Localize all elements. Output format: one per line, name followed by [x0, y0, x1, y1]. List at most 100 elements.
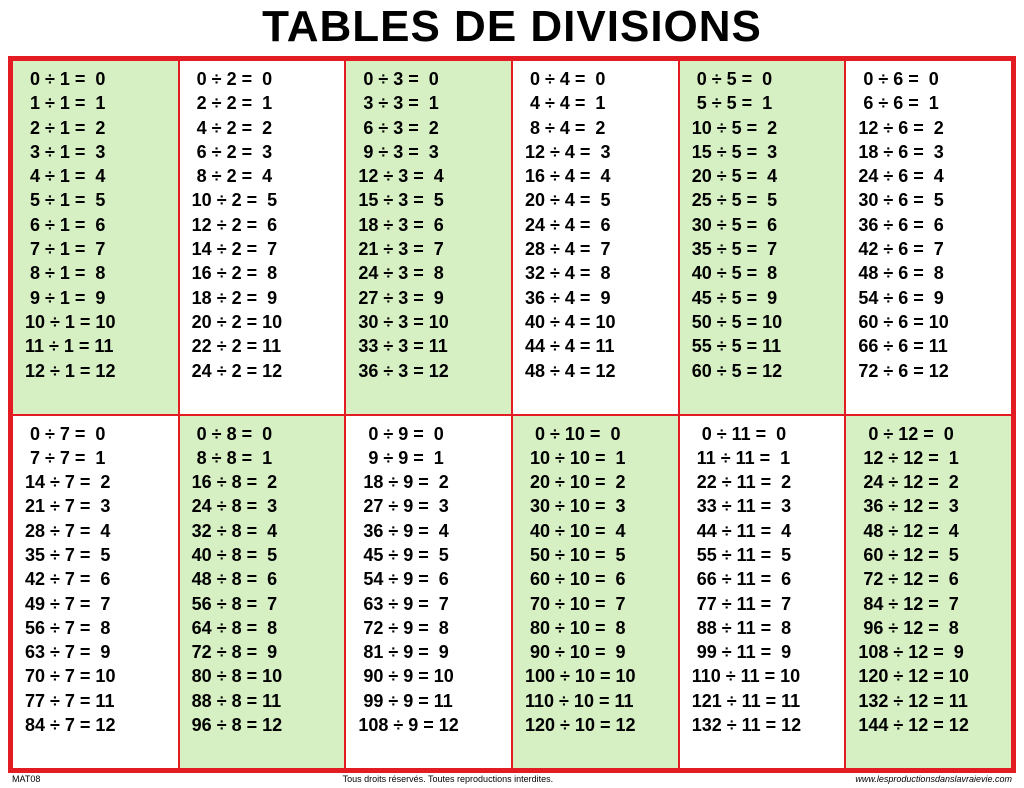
equation: 20 ÷ 4 = 5 — [517, 188, 674, 212]
equation: 10 ÷ 1 = 10 — [17, 310, 174, 334]
equation: 11 ÷ 1 = 11 — [17, 334, 174, 358]
equation: 132 ÷ 12 = 11 — [850, 689, 1007, 713]
equation: 33 ÷ 11 = 3 — [684, 494, 841, 518]
equation: 0 ÷ 11 = 0 — [684, 422, 841, 446]
equation: 0 ÷ 4 = 0 — [517, 67, 674, 91]
equation: 72 ÷ 8 = 9 — [184, 640, 341, 664]
equation: 24 ÷ 4 = 6 — [517, 213, 674, 237]
equation: 96 ÷ 12 = 8 — [850, 616, 1007, 640]
equation: 0 ÷ 1 = 0 — [17, 67, 174, 91]
equation: 2 ÷ 1 = 2 — [17, 116, 174, 140]
equation: 36 ÷ 12 = 3 — [850, 494, 1007, 518]
equation: 24 ÷ 8 = 3 — [184, 494, 341, 518]
equation: 84 ÷ 7 = 12 — [17, 713, 174, 737]
equation: 60 ÷ 6 = 10 — [850, 310, 1007, 334]
division-cell-1: 0 ÷ 1 = 0 1 ÷ 1 = 1 2 ÷ 1 = 2 3 ÷ 1 = 3 … — [13, 61, 178, 414]
equation: 40 ÷ 5 = 8 — [684, 261, 841, 285]
division-cell-6: 0 ÷ 6 = 0 6 ÷ 6 = 112 ÷ 6 = 218 ÷ 6 = 32… — [844, 61, 1011, 414]
equation: 100 ÷ 10 = 10 — [517, 664, 674, 688]
division-cell-2: 0 ÷ 2 = 0 2 ÷ 2 = 1 4 ÷ 2 = 2 6 ÷ 2 = 3 … — [178, 61, 345, 414]
equation: 88 ÷ 8 = 11 — [184, 689, 341, 713]
equation: 108 ÷ 12 = 9 — [850, 640, 1007, 664]
equation: 12 ÷ 12 = 1 — [850, 446, 1007, 470]
equation: 9 ÷ 1 = 9 — [17, 286, 174, 310]
equation: 121 ÷ 11 = 11 — [684, 689, 841, 713]
equation: 56 ÷ 7 = 8 — [17, 616, 174, 640]
equation: 5 ÷ 1 = 5 — [17, 188, 174, 212]
equation: 64 ÷ 8 = 8 — [184, 616, 341, 640]
equation: 54 ÷ 6 = 9 — [850, 286, 1007, 310]
equation: 54 ÷ 9 = 6 — [350, 567, 507, 591]
equation: 90 ÷ 10 = 9 — [517, 640, 674, 664]
equation: 10 ÷ 5 = 2 — [684, 116, 841, 140]
division-cell-11: 0 ÷ 11 = 0 11 ÷ 11 = 1 22 ÷ 11 = 2 33 ÷ … — [678, 416, 845, 769]
equation: 77 ÷ 7 = 11 — [17, 689, 174, 713]
equation: 45 ÷ 5 = 9 — [684, 286, 841, 310]
equation: 110 ÷ 10 = 11 — [517, 689, 674, 713]
equation: 77 ÷ 11 = 7 — [684, 592, 841, 616]
equation: 33 ÷ 3 = 11 — [350, 334, 507, 358]
equation: 16 ÷ 8 = 2 — [184, 470, 341, 494]
equation: 40 ÷ 8 = 5 — [184, 543, 341, 567]
equation: 5 ÷ 5 = 1 — [684, 91, 841, 115]
equation: 72 ÷ 6 = 12 — [850, 359, 1007, 383]
equation: 8 ÷ 8 = 1 — [184, 446, 341, 470]
equation: 36 ÷ 3 = 12 — [350, 359, 507, 383]
division-cell-7: 0 ÷ 7 = 0 7 ÷ 7 = 114 ÷ 7 = 221 ÷ 7 = 32… — [13, 416, 178, 769]
equation: 0 ÷ 5 = 0 — [684, 67, 841, 91]
equation: 27 ÷ 9 = 3 — [350, 494, 507, 518]
equation: 8 ÷ 1 = 8 — [17, 261, 174, 285]
equation: 81 ÷ 9 = 9 — [350, 640, 507, 664]
equation: 0 ÷ 10 = 0 — [517, 422, 674, 446]
equation: 11 ÷ 11 = 1 — [684, 446, 841, 470]
equation: 48 ÷ 8 = 6 — [184, 567, 341, 591]
equation: 45 ÷ 9 = 5 — [350, 543, 507, 567]
equation: 63 ÷ 7 = 9 — [17, 640, 174, 664]
footer-center: Tous droits réservés. Toutes reproductio… — [343, 774, 553, 784]
equation: 4 ÷ 1 = 4 — [17, 164, 174, 188]
equation: 3 ÷ 1 = 3 — [17, 140, 174, 164]
equation: 50 ÷ 10 = 5 — [517, 543, 674, 567]
equation: 120 ÷ 12 = 10 — [850, 664, 1007, 688]
equation: 14 ÷ 7 = 2 — [17, 470, 174, 494]
equation: 36 ÷ 6 = 6 — [850, 213, 1007, 237]
footer: MAT08 Tous droits réservés. Toutes repro… — [8, 773, 1016, 784]
equation: 10 ÷ 10 = 1 — [517, 446, 674, 470]
equation: 22 ÷ 2 = 11 — [184, 334, 341, 358]
equation: 6 ÷ 3 = 2 — [350, 116, 507, 140]
equation: 36 ÷ 9 = 4 — [350, 519, 507, 543]
equation: 70 ÷ 7 = 10 — [17, 664, 174, 688]
equation: 40 ÷ 10 = 4 — [517, 519, 674, 543]
footer-left: MAT08 — [12, 774, 40, 784]
equation: 12 ÷ 3 = 4 — [350, 164, 507, 188]
equation: 27 ÷ 3 = 9 — [350, 286, 507, 310]
equation: 108 ÷ 9 = 12 — [350, 713, 507, 737]
equation: 72 ÷ 12 = 6 — [850, 567, 1007, 591]
equation: 21 ÷ 7 = 3 — [17, 494, 174, 518]
equation: 144 ÷ 12 = 12 — [850, 713, 1007, 737]
division-cell-3: 0 ÷ 3 = 0 3 ÷ 3 = 1 6 ÷ 3 = 2 9 ÷ 3 = 31… — [344, 61, 511, 414]
division-cell-4: 0 ÷ 4 = 0 4 ÷ 4 = 1 8 ÷ 4 = 212 ÷ 4 = 31… — [511, 61, 678, 414]
page-title: TABLES DE DIVISIONS — [8, 0, 1016, 56]
equation: 28 ÷ 4 = 7 — [517, 237, 674, 261]
equation: 30 ÷ 10 = 3 — [517, 494, 674, 518]
equation: 20 ÷ 5 = 4 — [684, 164, 841, 188]
equation: 60 ÷ 10 = 6 — [517, 567, 674, 591]
equation: 21 ÷ 3 = 7 — [350, 237, 507, 261]
equation: 10 ÷ 2 = 5 — [184, 188, 341, 212]
equation: 18 ÷ 2 = 9 — [184, 286, 341, 310]
division-table-grid: 0 ÷ 1 = 0 1 ÷ 1 = 1 2 ÷ 1 = 2 3 ÷ 1 = 3 … — [8, 56, 1016, 773]
equation: 90 ÷ 9 = 10 — [350, 664, 507, 688]
equation: 6 ÷ 1 = 6 — [17, 213, 174, 237]
equation: 72 ÷ 9 = 8 — [350, 616, 507, 640]
equation: 48 ÷ 6 = 8 — [850, 261, 1007, 285]
equation: 25 ÷ 5 = 5 — [684, 188, 841, 212]
equation: 16 ÷ 2 = 8 — [184, 261, 341, 285]
equation: 12 ÷ 2 = 6 — [184, 213, 341, 237]
equation: 42 ÷ 7 = 6 — [17, 567, 174, 591]
equation: 12 ÷ 6 = 2 — [850, 116, 1007, 140]
equation: 6 ÷ 6 = 1 — [850, 91, 1007, 115]
equation: 96 ÷ 8 = 12 — [184, 713, 341, 737]
equation: 30 ÷ 6 = 5 — [850, 188, 1007, 212]
equation: 24 ÷ 2 = 12 — [184, 359, 341, 383]
